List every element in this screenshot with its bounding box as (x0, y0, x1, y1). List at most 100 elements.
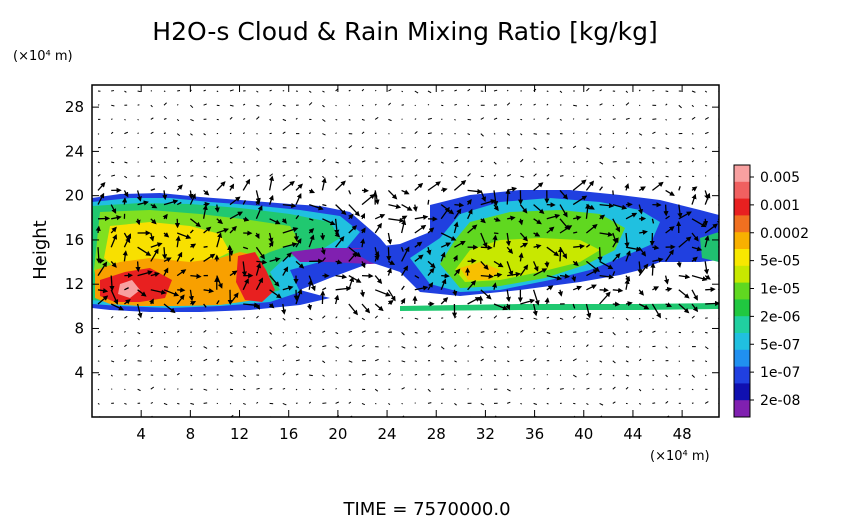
wind-vector (361, 373, 366, 376)
wind-vector (533, 133, 538, 135)
wind-vector (505, 289, 511, 303)
colorbar-label: 5e-07 (760, 337, 800, 353)
wind-vector (163, 267, 169, 276)
wind-vector (414, 182, 424, 191)
wind-vector (295, 117, 298, 120)
wind-vector (97, 133, 100, 135)
wind-vector (414, 254, 424, 262)
wind-vector (705, 104, 708, 107)
wind-vector (361, 330, 366, 333)
wind-vector (335, 331, 339, 335)
cloud-core-pink (118, 280, 140, 298)
wind-vector (150, 271, 160, 278)
wind-vector (427, 282, 434, 291)
wind-vector (625, 374, 630, 377)
wind-vector (269, 346, 273, 349)
wind-vector (269, 360, 272, 362)
wind-vector (637, 204, 644, 215)
wind-vector (691, 374, 695, 378)
wind-vector (665, 346, 668, 349)
wind-vector (532, 303, 538, 317)
wind-vector (216, 181, 226, 191)
wind-vector (149, 232, 155, 242)
wind-vector (110, 303, 125, 311)
wind-vector (493, 190, 499, 207)
wind-vector (586, 317, 590, 320)
wind-vector (308, 90, 312, 93)
wind-vector (638, 402, 642, 405)
wind-vector (335, 147, 338, 149)
wind-vector (678, 388, 681, 390)
wind-vector (335, 104, 337, 107)
wind-vector (214, 204, 220, 213)
wind-vector (427, 344, 432, 348)
wind-vector (374, 89, 377, 92)
wind-vector (453, 221, 459, 234)
wind-vector (229, 104, 234, 107)
wind-vector (256, 259, 268, 265)
wind-vector (255, 303, 261, 310)
wind-vector (665, 119, 667, 121)
wind-vector (612, 287, 624, 293)
wind-vector (322, 218, 336, 226)
wind-vector (467, 173, 471, 177)
wind-vector (585, 203, 591, 219)
wind-vector (559, 359, 562, 362)
wind-vector (704, 374, 707, 377)
wind-vector (97, 104, 100, 106)
wind-vector (137, 331, 141, 335)
wind-vector (493, 303, 509, 311)
wind-vector (308, 317, 313, 321)
wind-vector (427, 160, 431, 163)
wind-vector (546, 402, 549, 405)
wind-vector (97, 317, 100, 320)
wind-vector (110, 204, 117, 214)
wind-vector (137, 344, 140, 347)
wind-vector (322, 175, 325, 179)
wind-vector (348, 161, 352, 164)
wind-vector (256, 174, 260, 177)
wind-vector (321, 177, 327, 191)
wind-vector (309, 388, 311, 391)
wind-vector (400, 246, 404, 252)
wind-vector (348, 251, 358, 262)
wind-vector (493, 146, 497, 149)
wind-vector (480, 317, 483, 319)
wind-vector (282, 252, 292, 262)
wind-vector (467, 224, 478, 234)
wind-vector (599, 291, 611, 305)
wind-vector (480, 402, 485, 406)
wind-vector (505, 188, 511, 205)
wind-vector (282, 344, 287, 348)
wind-vector (440, 242, 452, 248)
wind-vector (282, 174, 286, 177)
wind-vector (229, 270, 238, 277)
wind-vector (150, 242, 163, 248)
wind-vector (203, 288, 215, 294)
wind-vector (454, 118, 456, 121)
wind-vector (348, 89, 351, 92)
wind-vector (335, 316, 338, 319)
wind-vector (704, 146, 708, 149)
wind-vector (691, 160, 695, 163)
wind-vector (348, 246, 362, 258)
wind-vector (256, 315, 259, 319)
wind-vector (322, 330, 326, 333)
wind-vector (163, 199, 179, 206)
wind-vector (691, 116, 696, 120)
wind-vector (665, 226, 675, 234)
wind-vector (322, 104, 325, 108)
wind-vector (361, 402, 366, 406)
wind-vector (506, 360, 510, 363)
wind-vector (374, 289, 391, 297)
wind-vector (651, 303, 661, 319)
wind-vector (599, 203, 615, 209)
wind-vector (229, 116, 233, 120)
wind-vector (269, 257, 281, 263)
wind-vector (360, 238, 366, 248)
wind-vector (665, 175, 669, 178)
wind-vector (268, 175, 275, 191)
wind-vector (97, 345, 101, 348)
wind-vector (493, 374, 497, 377)
wind-vector (110, 131, 114, 134)
